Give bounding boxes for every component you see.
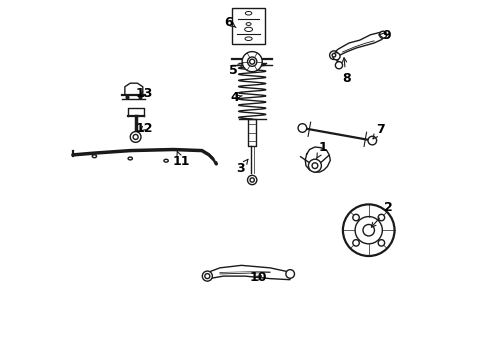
Circle shape (133, 134, 138, 139)
Ellipse shape (164, 159, 168, 162)
Text: 10: 10 (250, 271, 268, 284)
Circle shape (247, 175, 257, 185)
Text: 7: 7 (373, 122, 385, 139)
Text: 12: 12 (135, 122, 152, 135)
Circle shape (355, 217, 382, 244)
Ellipse shape (92, 155, 97, 158)
Circle shape (378, 214, 385, 221)
Text: 11: 11 (172, 152, 190, 168)
Polygon shape (305, 147, 330, 172)
Circle shape (335, 62, 343, 69)
Circle shape (312, 163, 318, 168)
Text: 2: 2 (371, 202, 393, 227)
Circle shape (250, 59, 255, 64)
Circle shape (309, 159, 321, 172)
Circle shape (242, 51, 262, 72)
Circle shape (202, 271, 212, 281)
Text: 5: 5 (229, 63, 243, 77)
Ellipse shape (128, 157, 132, 160)
Circle shape (368, 136, 377, 145)
Polygon shape (205, 265, 292, 280)
Circle shape (363, 225, 374, 236)
Circle shape (250, 178, 254, 182)
Circle shape (298, 124, 307, 132)
Polygon shape (333, 32, 385, 57)
Circle shape (247, 57, 257, 66)
Circle shape (343, 204, 394, 256)
Text: 8: 8 (342, 58, 350, 85)
Circle shape (333, 53, 340, 60)
Text: 3: 3 (236, 159, 248, 175)
Bar (232, 8, 265, 44)
Circle shape (286, 270, 294, 278)
Text: 9: 9 (379, 29, 391, 42)
Circle shape (353, 214, 359, 221)
Circle shape (330, 51, 338, 59)
Circle shape (378, 240, 385, 246)
Circle shape (379, 31, 387, 39)
Text: 4: 4 (231, 91, 242, 104)
Circle shape (353, 240, 359, 246)
Circle shape (205, 274, 210, 279)
Text: 13: 13 (135, 87, 152, 100)
Text: 6: 6 (224, 16, 236, 29)
Text: 1: 1 (317, 140, 327, 159)
Circle shape (130, 132, 141, 142)
Circle shape (332, 53, 336, 57)
